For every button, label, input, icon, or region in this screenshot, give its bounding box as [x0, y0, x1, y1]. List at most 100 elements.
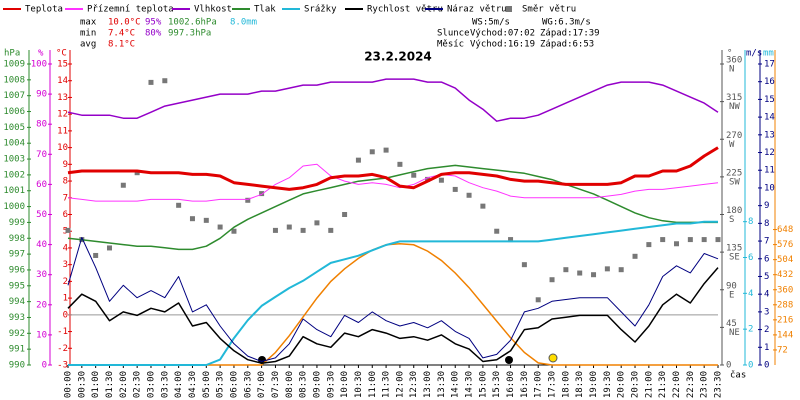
point [660, 237, 666, 243]
point [701, 237, 707, 243]
sun-info: Východ:07:02 [470, 29, 535, 39]
y-tick-label: 100 [31, 60, 47, 70]
point [508, 237, 514, 243]
point [65, 227, 71, 233]
point [618, 267, 624, 273]
y-tick-label: NW [729, 102, 740, 112]
y-tick-label: 648 [777, 225, 793, 235]
legend-label: Srážky [304, 5, 337, 15]
y-tick-label: 4 [748, 289, 753, 299]
x-tick-label: 09:00 [312, 371, 322, 398]
point [176, 202, 182, 208]
y-tick-label: 0 [63, 310, 68, 320]
y-tick-label: 0 [764, 361, 769, 371]
series-line [67, 164, 718, 251]
x-tick-label: 04:00 [174, 371, 184, 398]
moon-info: Měsíc [437, 40, 464, 50]
series-line [68, 220, 718, 366]
x-tick-label: 08:30 [299, 371, 309, 398]
point [148, 79, 154, 85]
y-tick-label: 7 [63, 193, 68, 203]
x-tick-label: 00:30 [77, 371, 87, 398]
y-tick-label: 1008 [3, 75, 25, 85]
y-tick-label: 2 [764, 325, 769, 335]
x-tick-label: 17:30 [548, 371, 558, 398]
stat-label: avg [80, 40, 96, 50]
y-tick-label: 1 [764, 343, 769, 353]
y-tick-label: 80 [36, 120, 47, 130]
x-tick-label: 12:00 [395, 371, 405, 398]
x-tick-label: 22:30 [686, 371, 696, 398]
y-tick-label: 10 [57, 143, 68, 153]
x-tick-label: 04:30 [188, 371, 198, 398]
point [425, 176, 431, 182]
point [231, 228, 237, 234]
x-tick-label: 20:30 [631, 371, 641, 398]
axis-unit: hPa [4, 49, 20, 59]
y-tick-label: 6 [764, 254, 769, 264]
moon-info: Východ:16:19 [470, 40, 535, 50]
moon-info: Západ:6:53 [540, 40, 594, 50]
x-tick-label: 03:30 [160, 371, 170, 398]
y-tick-label: 6 [63, 210, 68, 220]
y-tick-label: 60 [36, 180, 47, 190]
y-tick-label: SW [729, 177, 740, 187]
y-tick-label: 12 [764, 148, 775, 158]
y-tick-label: 16 [764, 77, 775, 87]
x-tick-label: 18:30 [575, 371, 585, 398]
y-tick-label: 10 [764, 183, 775, 193]
y-tick-label: 360 [726, 56, 742, 66]
y-tick-label: -2 [57, 344, 68, 354]
point [535, 297, 541, 303]
x-tick-label: 00:00 [64, 371, 74, 398]
y-tick-label: 1001 [3, 186, 25, 196]
y-tick-label: 991 [9, 345, 25, 355]
x-tick-label: 09:30 [326, 371, 336, 398]
y-tick-label: 90 [36, 90, 47, 100]
x-tick-label: 05:30 [216, 371, 226, 398]
point [687, 237, 693, 243]
x-tick-label: 15:00 [478, 371, 488, 398]
y-tick-label: 998 [9, 234, 25, 244]
x-tick-label: 15:30 [492, 371, 502, 398]
y-tick-label: 504 [777, 255, 793, 265]
y-tick-label: 6 [748, 253, 753, 263]
x-tick-label: 05:00 [202, 371, 212, 398]
x-tick-label: 23:00 [700, 371, 710, 398]
y-tick-label: 3 [764, 307, 769, 317]
y-tick-label: 11 [764, 166, 775, 176]
legend-label: Směr větru [522, 5, 576, 15]
point [591, 272, 597, 278]
stat-value: 7.4°C [108, 29, 135, 39]
y-tick-label: 2 [63, 277, 68, 287]
y-tick-label: 10 [36, 330, 47, 340]
point [286, 224, 292, 230]
y-tick-label: NE [729, 328, 740, 338]
y-tick-label: 45 [726, 319, 737, 329]
series-line [67, 267, 719, 364]
y-tick-label: 15 [57, 60, 68, 70]
legend-swatch [506, 6, 512, 12]
y-tick-label: 4 [764, 290, 769, 300]
point [300, 227, 306, 233]
y-tick-label: 997 [9, 250, 25, 260]
y-tick-label: 13 [57, 93, 68, 103]
stat-value: 997.3hPa [168, 29, 211, 39]
y-tick-label: 990 [9, 361, 25, 371]
y-tick-label: 1007 [3, 91, 25, 101]
point [563, 267, 569, 273]
y-tick-label: 135 [726, 244, 742, 254]
y-tick-label: 30 [36, 270, 47, 280]
y-tick-label: 992 [9, 329, 25, 339]
radiation-line [68, 243, 718, 366]
y-tick-label: 8 [748, 217, 753, 227]
point [203, 217, 209, 223]
point [452, 186, 458, 192]
y-tick-label: SE [729, 253, 740, 263]
point [369, 149, 375, 155]
point [259, 191, 265, 197]
x-tick-label: 13:00 [423, 371, 433, 398]
y-tick-label: 994 [9, 297, 25, 307]
y-tick-label: 1006 [3, 107, 25, 117]
y-tick-label: 17 [764, 60, 775, 70]
